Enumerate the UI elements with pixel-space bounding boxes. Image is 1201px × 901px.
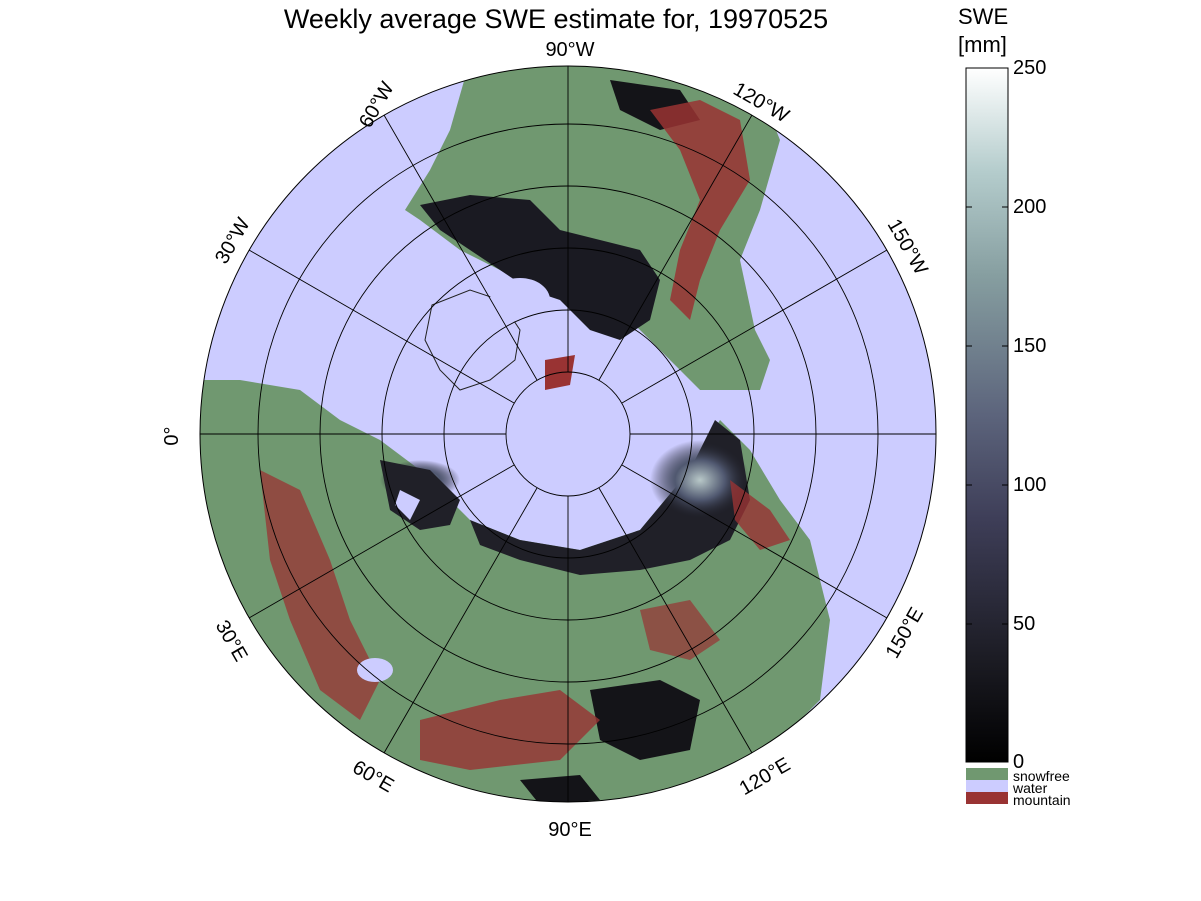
colorbar-tick-100: 100 (1013, 474, 1047, 496)
colorbar-tick-50: 50 (1013, 613, 1036, 635)
colorbar-gradient (965, 67, 1009, 763)
hudson-bay (490, 278, 550, 322)
legend-label-mountain: mountain (1013, 792, 1071, 808)
mountain-rockies (650, 100, 750, 320)
snow-siberia (470, 420, 750, 575)
lon-label-30e: 30°E (211, 617, 252, 666)
mountain-himalaya (420, 690, 600, 770)
colorbar-ticks (966, 67, 1008, 625)
map-title: Weekly average SWE estimate for, 1997052… (283, 4, 829, 34)
lon-label-90w: 90°W (545, 39, 594, 61)
colorbar-tick-0: 0 (1013, 751, 1025, 773)
colorbar-title: SWE (958, 4, 1009, 29)
colorbar-tick-150: 150 (1013, 335, 1047, 357)
mountain-europe (260, 470, 380, 720)
legend-label-water: water (1013, 780, 1048, 796)
legend-swatch-mountain (966, 792, 1008, 804)
map-frame (199, 65, 937, 803)
longitude-grid (200, 66, 936, 802)
lon-label-120e: 120°E (736, 754, 794, 800)
snow-south-asia (520, 775, 600, 802)
snow-canada (420, 195, 660, 340)
lon-label-0: 0° (161, 426, 183, 445)
lon-label-60e: 60°E (349, 756, 398, 797)
baltic-sea (395, 490, 420, 520)
lon-label-90e: 90°E (548, 819, 592, 841)
mountain-altai (640, 600, 720, 660)
mountain-kamchatka (730, 480, 790, 550)
legend-label-snowfree: snowfree (1013, 768, 1070, 784)
colorbar-tick-250: 250 (1013, 57, 1047, 79)
land-layer (200, 66, 830, 802)
colorbar-tick-200: 200 (1013, 196, 1047, 218)
snow-scandinavia (380, 460, 460, 530)
legend-swatch-water (966, 780, 1008, 792)
colorbar-unit: [mm] (958, 32, 1007, 57)
legend-swatch-snowfree (966, 768, 1008, 780)
snow-peak-siberia (650, 440, 750, 520)
caspian-sea (357, 658, 393, 682)
